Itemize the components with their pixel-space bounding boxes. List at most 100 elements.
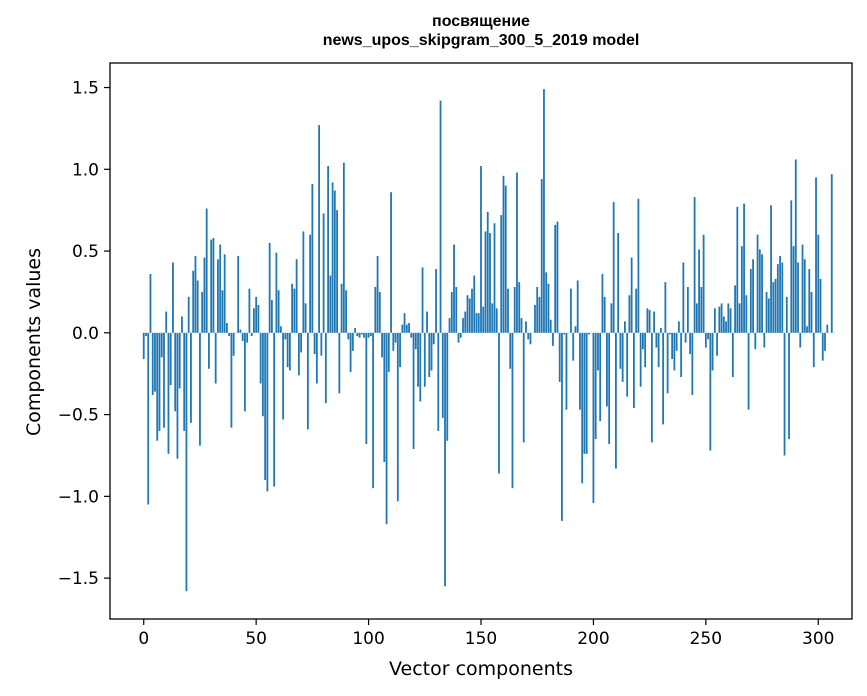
bar (311, 184, 314, 333)
bar (165, 311, 168, 333)
bar (217, 259, 219, 333)
bar (513, 287, 516, 333)
bar (450, 291, 453, 333)
bar (221, 290, 224, 333)
bar (232, 332, 235, 356)
bar (617, 233, 620, 333)
bar (226, 323, 228, 333)
bar (806, 326, 808, 333)
bar (336, 210, 338, 333)
x-tick-label: 250 (690, 629, 722, 649)
bar (185, 332, 188, 592)
bar (504, 185, 507, 333)
bar (444, 332, 446, 587)
bar (387, 332, 390, 373)
bar (441, 332, 444, 418)
bar (158, 332, 161, 431)
y-axis-ticks: −1.5 −1.0 −0.5 0.0 0.5 1.0 1.5 (58, 79, 110, 589)
bar (610, 303, 613, 333)
bar (268, 242, 271, 333)
bar (266, 332, 269, 492)
bar (349, 332, 352, 373)
bar (529, 332, 532, 345)
bar (297, 332, 300, 376)
bar (648, 309, 651, 333)
bar (668, 332, 671, 335)
bar (790, 200, 793, 333)
bar (815, 177, 817, 333)
bar (394, 332, 397, 343)
bar (585, 332, 588, 454)
bar (201, 291, 204, 333)
bar (597, 332, 599, 371)
bar (300, 332, 303, 353)
bar (635, 288, 638, 333)
bar (812, 332, 815, 368)
bar (518, 282, 521, 333)
bar (489, 233, 491, 333)
bar (684, 332, 687, 343)
bar (673, 332, 676, 371)
bar (772, 282, 775, 333)
bar (176, 332, 179, 459)
bar (241, 332, 244, 341)
bar (495, 308, 498, 333)
chart-title: посвящение news_upos_skipgram_300_5_2019… (110, 12, 852, 50)
bar (655, 332, 658, 348)
bar (821, 332, 824, 361)
bar (405, 324, 408, 333)
bar (781, 262, 784, 333)
bar (484, 231, 487, 333)
bar (615, 332, 617, 469)
bar (304, 303, 307, 333)
bar (417, 332, 419, 387)
y-tick-label: −1.5 (58, 569, 99, 589)
bar (149, 273, 152, 333)
bar (279, 326, 282, 333)
bar (291, 283, 294, 333)
bar (147, 332, 150, 505)
bar (619, 332, 622, 369)
bar (579, 332, 581, 410)
bar (718, 306, 721, 333)
bar (754, 332, 757, 350)
bar (318, 125, 321, 333)
bar (731, 332, 734, 377)
bar (403, 313, 406, 333)
bar (624, 321, 626, 333)
bar (799, 332, 802, 348)
bar (702, 234, 705, 333)
bar (707, 332, 709, 340)
bar (275, 252, 278, 333)
bar (390, 192, 392, 333)
bar (347, 332, 350, 340)
bar (145, 332, 147, 337)
bar (626, 332, 629, 397)
bar (174, 332, 177, 412)
bar (547, 283, 550, 333)
y-tick-label: −1.0 (58, 487, 99, 507)
bar (293, 288, 296, 333)
bar (498, 332, 500, 474)
bar (392, 332, 395, 351)
bar (628, 295, 631, 333)
bar (632, 332, 635, 409)
bar (650, 332, 653, 443)
bar (230, 332, 233, 428)
bar (273, 332, 276, 487)
bar (646, 308, 649, 333)
bar (612, 202, 615, 333)
bar (682, 262, 685, 333)
bar (410, 332, 413, 338)
bar (761, 254, 763, 333)
bar (561, 332, 563, 521)
bar (142, 332, 145, 359)
bar (639, 332, 642, 387)
bar (554, 224, 557, 333)
bar (423, 332, 426, 387)
bar (588, 332, 590, 335)
bar (338, 332, 341, 394)
bar (277, 290, 280, 333)
bar (374, 287, 377, 333)
bar (205, 208, 208, 333)
